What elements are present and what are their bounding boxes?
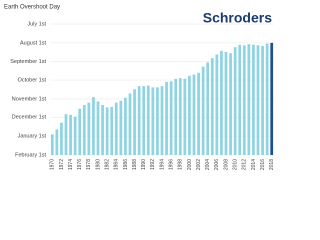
y-tick-label: December 1st (12, 115, 47, 121)
bar (233, 47, 237, 155)
bar (174, 78, 178, 155)
x-tick-label: 1998 (178, 159, 184, 170)
y-tick-label: October 1st (18, 78, 47, 84)
y-tick-label: August 1st (20, 40, 46, 46)
x-tick-label: 1988 (132, 159, 138, 170)
bar (224, 52, 228, 155)
bar (82, 105, 86, 155)
bar (201, 66, 205, 155)
bar (50, 134, 54, 155)
bar (60, 122, 63, 155)
bar (92, 97, 95, 155)
x-tick-label: 1974 (68, 159, 74, 170)
y-tick-label: November 1st (12, 96, 47, 102)
bar (265, 43, 269, 155)
bar (146, 85, 150, 155)
bar (151, 87, 155, 155)
bar (242, 45, 246, 156)
bar (73, 116, 77, 155)
bar (261, 45, 264, 155)
bar (160, 86, 164, 155)
chart: Earth Overshoot Day Schroders July 1st Au… (4, 5, 275, 171)
bar (64, 114, 68, 155)
y-tick-label: January 1st (18, 134, 47, 140)
bar (192, 74, 196, 155)
bar (183, 78, 187, 155)
x-tick-label: 1978 (86, 159, 92, 170)
x-tick-label: 2014 (251, 159, 257, 170)
bar (220, 50, 223, 155)
bar (256, 45, 260, 156)
x-tick-label: 1994 (159, 159, 165, 170)
x-tick-label: 2004 (205, 159, 211, 170)
bar (247, 44, 251, 155)
x-tick-label: 1980 (95, 159, 101, 170)
x-tick-label: 1996 (168, 159, 174, 170)
bar (55, 129, 59, 155)
bar (69, 114, 72, 155)
bar (270, 42, 274, 156)
bar (206, 62, 210, 155)
x-tick-label: 1986 (123, 159, 129, 170)
bar (215, 54, 219, 155)
x-tick-label: 1982 (104, 159, 110, 170)
bar (137, 86, 141, 155)
x-tick-label: 1992 (150, 159, 156, 170)
bar (197, 72, 200, 155)
x-tick-label: 2018 (269, 159, 275, 170)
x-tick-label: 2010 (232, 159, 238, 170)
x-tick-label: 1976 (77, 159, 83, 170)
bar (119, 100, 123, 155)
x-tick-label: 2002 (196, 159, 202, 170)
bar (78, 108, 82, 155)
bar (114, 102, 118, 155)
y-tick-label: July 1st (27, 21, 46, 27)
bar (87, 102, 91, 155)
x-tick-label: 2012 (242, 159, 248, 170)
bar (165, 81, 168, 155)
bar (156, 87, 159, 155)
x-tick-label: 1972 (59, 159, 65, 170)
bar (188, 75, 191, 155)
bar (238, 44, 242, 155)
bar (210, 58, 214, 156)
bar (178, 78, 182, 155)
x-tick-label: 2000 (187, 159, 193, 170)
bar (128, 93, 132, 155)
x-tick-label: 2016 (260, 159, 266, 170)
bar (124, 97, 127, 155)
bar (110, 106, 114, 155)
chart-title: Earth Overshoot Day (4, 5, 60, 11)
bar (142, 86, 146, 155)
y-tick-label: September 1st (10, 59, 46, 65)
x-tick-label: 2008 (223, 159, 229, 170)
bar (101, 105, 104, 155)
bar (133, 89, 136, 155)
bar (96, 101, 100, 155)
bar (252, 44, 255, 155)
bar (229, 53, 232, 155)
brand-logo: Schroders (203, 10, 272, 26)
bar (169, 81, 173, 155)
x-tick-label: 1990 (141, 159, 147, 170)
x-tick-label: 2006 (214, 159, 220, 170)
x-tick-label: 1970 (50, 159, 56, 170)
bar (105, 107, 109, 155)
y-tick-label: February 1st (15, 152, 46, 158)
x-tick-label: 1984 (114, 159, 120, 170)
